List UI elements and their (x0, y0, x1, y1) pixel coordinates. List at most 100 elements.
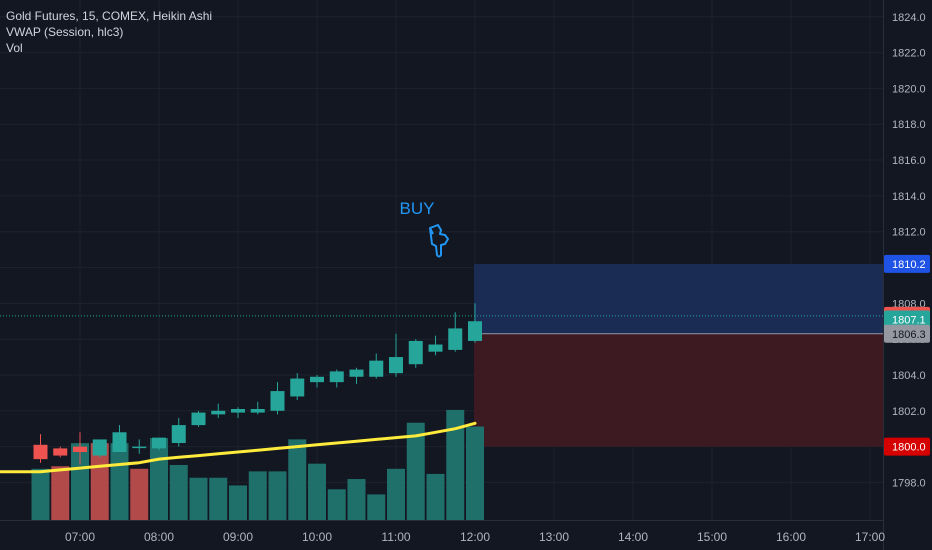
candles[interactable] (33, 303, 483, 465)
time-tick-label: 17:00 (855, 530, 885, 544)
candle-body (73, 446, 87, 452)
candle-body (369, 360, 384, 377)
candle-body (171, 425, 186, 444)
time-tick-label: 11:00 (381, 530, 410, 544)
candle[interactable] (191, 410, 206, 427)
time-tick-label: 10:00 (302, 530, 332, 544)
candle[interactable] (112, 425, 127, 452)
price-label: 1807.1 (884, 310, 930, 329)
price-label-text: 1810.2 (892, 259, 926, 271)
price-label-bg (884, 437, 930, 456)
volume-bar (288, 439, 307, 520)
price-tick-label: 1824.0 (892, 12, 926, 24)
candle[interactable] (329, 369, 344, 388)
candle[interactable] (171, 417, 186, 447)
time-tick-label: 13:00 (539, 530, 569, 544)
price-tick-label: 1820.0 (892, 83, 926, 95)
candle-body (132, 446, 147, 449)
candle[interactable] (250, 401, 265, 415)
volume-bar (347, 479, 366, 520)
candle-body (250, 408, 265, 413)
price-tick-label: 1814.0 (892, 191, 926, 203)
volume-bar (327, 489, 346, 520)
price-label-text: 1807.1 (892, 314, 926, 326)
volume-bar (150, 438, 168, 520)
price-label-bg (884, 254, 930, 273)
candle[interactable] (428, 335, 443, 356)
candle[interactable] (448, 312, 463, 352)
volume-bar (406, 422, 425, 520)
candle[interactable] (408, 339, 423, 368)
vwap-line (0, 421, 477, 474)
stop-zone[interactable] (474, 333, 883, 447)
candle-body (152, 437, 166, 449)
candle[interactable] (53, 446, 68, 458)
time-tick-label: 16:00 (776, 530, 806, 544)
volume-bar (367, 494, 386, 520)
volume-indicator-label[interactable]: Vol (6, 41, 23, 55)
volume-bar (209, 477, 228, 520)
time-tick-label: 08:00 (144, 530, 174, 544)
candle[interactable] (152, 437, 166, 451)
candle-body (33, 444, 48, 460)
price-tick-label: 1804.0 (892, 370, 926, 382)
candle-body (112, 432, 127, 452)
candle-body (389, 357, 403, 374)
time-axis[interactable]: 07:00 08:00 09:00 10:00 11:00 12:00 13:00 14:00… (0, 520, 885, 545)
price-label-bg (884, 324, 930, 343)
price-tick-label: 1822.0 (892, 48, 926, 60)
candle[interactable] (132, 439, 147, 454)
price-label-text: 1800.0 (892, 442, 926, 454)
volume-bar (466, 426, 484, 520)
volume-bar (110, 443, 129, 520)
volume-bar (130, 468, 149, 520)
candle[interactable] (231, 407, 245, 418)
buy-annotation[interactable]: BUY (400, 199, 449, 258)
candle[interactable] (270, 382, 285, 415)
price-tick-label: 1802.0 (892, 406, 926, 418)
candle[interactable] (349, 367, 364, 384)
volume-bar (169, 464, 188, 520)
volume-bar (51, 466, 70, 520)
candle-body (349, 369, 364, 377)
candle-body (428, 344, 443, 352)
volume-bar (426, 473, 445, 520)
price-label-bg (884, 310, 930, 329)
candle-body (468, 321, 482, 341)
candle[interactable] (310, 374, 324, 388)
volume-bar (229, 485, 247, 520)
candle-body (231, 408, 245, 413)
candle[interactable] (290, 373, 305, 401)
volume-bar (387, 468, 405, 520)
candle-body (290, 378, 305, 397)
candle[interactable] (92, 439, 107, 458)
candle[interactable] (33, 434, 48, 463)
candle-body (211, 410, 226, 415)
price-label: 1806.3 (884, 324, 930, 343)
volume-bar (308, 463, 326, 520)
candle[interactable] (211, 403, 226, 418)
time-tick-label: 12:00 (460, 530, 490, 544)
candle-body (191, 412, 206, 426)
candle-body (53, 448, 68, 456)
buy-label: BUY (400, 199, 435, 218)
position-zones[interactable] (474, 263, 883, 447)
candle-body (448, 328, 463, 350)
volume-bar (189, 477, 208, 520)
candle[interactable] (369, 353, 384, 379)
price-tick-label: 1818.0 (892, 119, 926, 131)
candle-body (408, 340, 423, 365)
time-tick-label: 09:00 (223, 530, 253, 544)
vwap-indicator-label[interactable]: VWAP (Session, hlc3) (6, 25, 124, 39)
symbol-title[interactable]: Gold Futures, 15, COMEX, Heikin Ashi (6, 9, 213, 23)
time-tick-label: 07:00 (65, 530, 95, 544)
candle[interactable] (468, 303, 482, 343)
price-label-text: 1806.3 (892, 329, 926, 341)
candle[interactable] (73, 432, 87, 465)
candle[interactable] (389, 333, 403, 377)
price-tick-label: 1798.0 (892, 477, 926, 489)
candle-body (329, 371, 344, 383)
target-zone[interactable] (474, 263, 883, 334)
